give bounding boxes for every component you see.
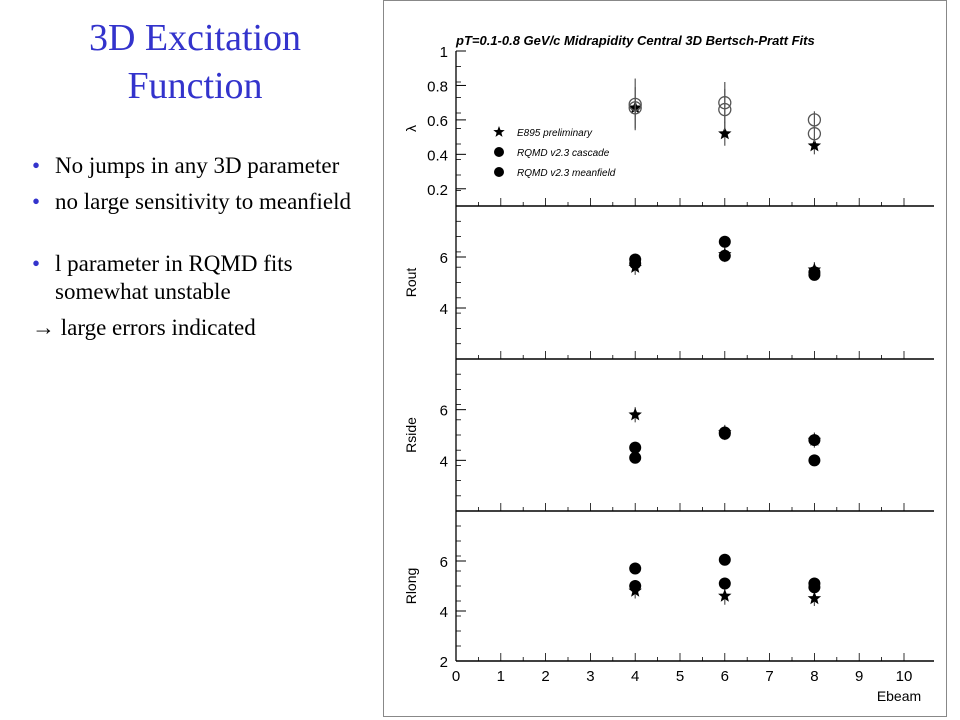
data-point-star: [628, 407, 642, 421]
data-point-filled-circle: [629, 451, 642, 464]
x-tick-label: 0: [452, 668, 460, 685]
arrow-note-text: large errors indicated: [60, 315, 256, 340]
y-axis-label: Rlong: [403, 568, 419, 605]
y-tick-label: 4: [440, 301, 448, 318]
x-tick-label: 4: [631, 668, 639, 685]
data-point-star: [718, 126, 732, 140]
slide-title-line-2: Function: [127, 65, 263, 107]
bullet-dot-icon: •: [32, 189, 41, 214]
x-tick-label: 2: [541, 668, 549, 685]
slide-title: 3D Excitation Function: [20, 14, 370, 110]
legend-entry: RQMD v2.3 meanfield: [517, 168, 616, 179]
x-tick-label: 5: [676, 668, 684, 685]
data-point-filled-circle: [629, 580, 642, 592]
legend-marker-circle: [494, 167, 504, 177]
y-axis-label: Rside: [403, 417, 419, 453]
data-point-star: [807, 591, 822, 605]
x-tick-label: 9: [855, 668, 863, 685]
data-point-star: [807, 138, 822, 152]
data-point-filled-circle: [629, 257, 642, 270]
x-tick-label: 8: [810, 668, 818, 685]
data-point-filled-circle: [718, 235, 731, 248]
arrow-note: → large errors indicated: [30, 314, 370, 342]
data-point-filled-circle: [718, 249, 731, 262]
data-point-filled-circle: [718, 577, 731, 590]
data-point-filled-circle: [718, 553, 731, 566]
bullet-list: • No jumps in any 3D parameter • no larg…: [30, 152, 370, 342]
y-tick-label: 2: [440, 654, 448, 671]
slide-title-line-1: 3D Excitation: [88, 17, 302, 59]
data-point-filled-circle: [808, 581, 821, 594]
chart-svg: pT=0.1-0.8 GeV/c Midrapidity Central 3D …: [403, 33, 934, 704]
x-tick-label: 6: [721, 668, 729, 685]
figure-frame: pT=0.1-0.8 GeV/c Midrapidity Central 3D …: [383, 0, 947, 717]
y-tick-label: 0.6: [427, 113, 448, 130]
data-point-filled-circle: [808, 454, 821, 467]
y-axis-label: λ: [403, 125, 419, 132]
bullet-text: No jumps in any 3D parameter: [55, 153, 340, 178]
legend-entry: E895 preliminary: [517, 128, 593, 139]
bullet-text: l parameter in RQMD fits somewhat unstab…: [55, 251, 293, 304]
arrow-icon: →: [32, 315, 55, 340]
y-tick-label: 6: [440, 554, 448, 571]
legend-marker-circle: [494, 147, 504, 157]
bullet-dot-icon: •: [32, 153, 41, 178]
data-point-filled-circle: [808, 434, 821, 447]
y-tick-label: 6: [440, 403, 448, 420]
x-tick-label: 1: [497, 668, 505, 685]
data-point-filled-circle: [718, 427, 731, 440]
data-point-filled-circle: [629, 562, 642, 575]
y-tick-label: 0.8: [427, 78, 448, 95]
legend-marker-star: [493, 126, 505, 137]
legend-entry: RQMD v2.3 cascade: [517, 148, 610, 159]
x-tick-label: 7: [765, 668, 773, 685]
y-tick-label: 1: [440, 44, 448, 61]
bullet-item: • no large sensitivity to meanfield: [30, 188, 370, 216]
chart-title: pT=0.1-0.8 GeV/c Midrapidity Central 3D …: [455, 33, 815, 48]
y-tick-label: 4: [440, 604, 448, 621]
bullet-dot-icon: •: [32, 251, 41, 276]
data-point-filled-circle: [629, 441, 642, 454]
y-tick-label: 0.2: [427, 182, 448, 199]
data-point-open-circle: [807, 127, 822, 141]
data-point-filled-circle: [808, 268, 821, 281]
y-axis-label: Rout: [403, 268, 419, 298]
bullet-item: • No jumps in any 3D parameter: [30, 152, 370, 180]
y-tick-label: 0.4: [427, 147, 448, 164]
data-point-star: [718, 589, 732, 602]
x-tick-label: 10: [896, 668, 913, 685]
y-tick-label: 4: [440, 453, 448, 470]
data-point-open-circle: [718, 102, 732, 117]
bullet-item: • l parameter in RQMD fits somewhat unst…: [30, 250, 370, 306]
x-axis-label: Ebeam: [877, 688, 921, 704]
y-tick-label: 6: [440, 250, 448, 267]
x-tick-label: 3: [586, 668, 594, 685]
bullet-text: no large sensitivity to meanfield: [55, 189, 351, 214]
data-point-open-circle: [628, 101, 642, 115]
